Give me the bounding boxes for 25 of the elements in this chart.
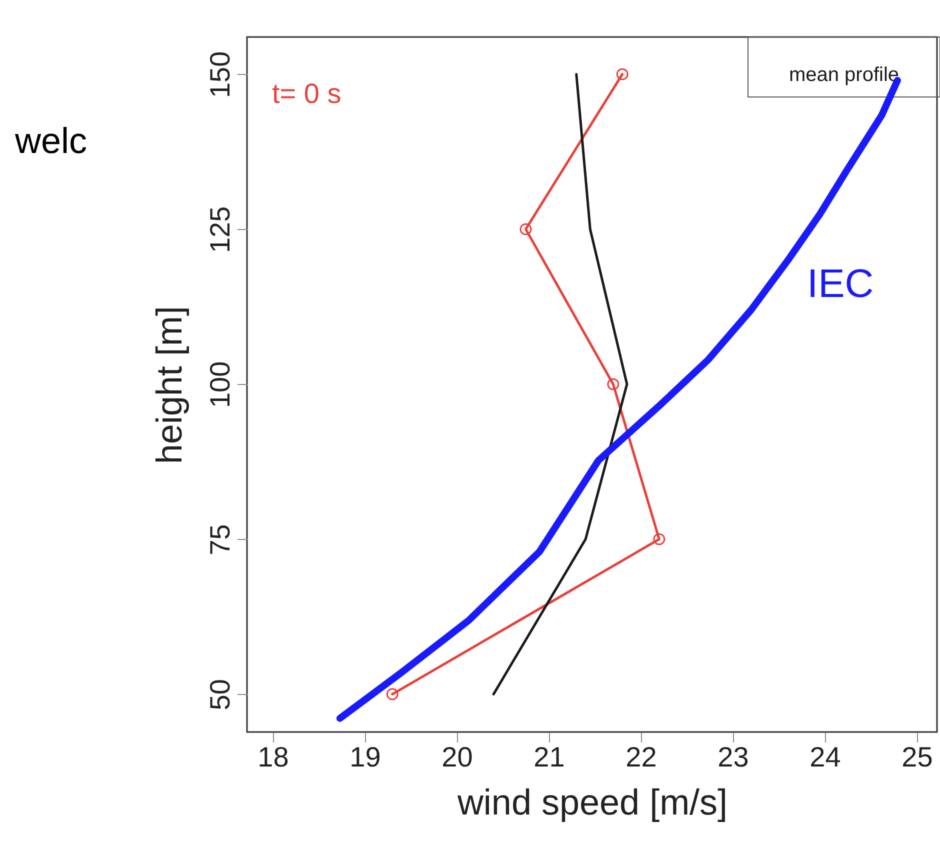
- point: [653, 533, 666, 546]
- y-tick-label: 50: [204, 679, 236, 710]
- point: [386, 688, 398, 700]
- x-axis-title: wind speed [m/s]: [456, 782, 728, 822]
- point: [520, 223, 532, 236]
- y-tick-label: 125: [204, 206, 236, 254]
- y-axis-title: height [m]: [148, 306, 190, 464]
- x-tick-label: 21: [534, 742, 565, 772]
- text: welc: [14, 120, 88, 161]
- point: [607, 378, 620, 390]
- x-tick-label: 22: [626, 742, 657, 772]
- series-label: IEC: [807, 262, 874, 306]
- text: t= 0 s: [272, 78, 342, 109]
- x-tick-label: 20: [442, 742, 473, 772]
- x-tick-label: 18: [258, 742, 289, 772]
- line-series: [492, 72, 628, 696]
- x-tick-label: 19: [350, 742, 381, 772]
- y-tick-label: 100: [204, 361, 236, 408]
- point: [616, 68, 628, 80]
- x-tick-label: 25: [902, 742, 933, 772]
- x-tick-label: 23: [718, 742, 749, 772]
- y-tick-label: 75: [204, 524, 236, 556]
- x-tick-label: 24: [810, 742, 841, 772]
- y-tick-label: 150: [204, 51, 236, 98]
- text: mean profile: [788, 64, 900, 86]
